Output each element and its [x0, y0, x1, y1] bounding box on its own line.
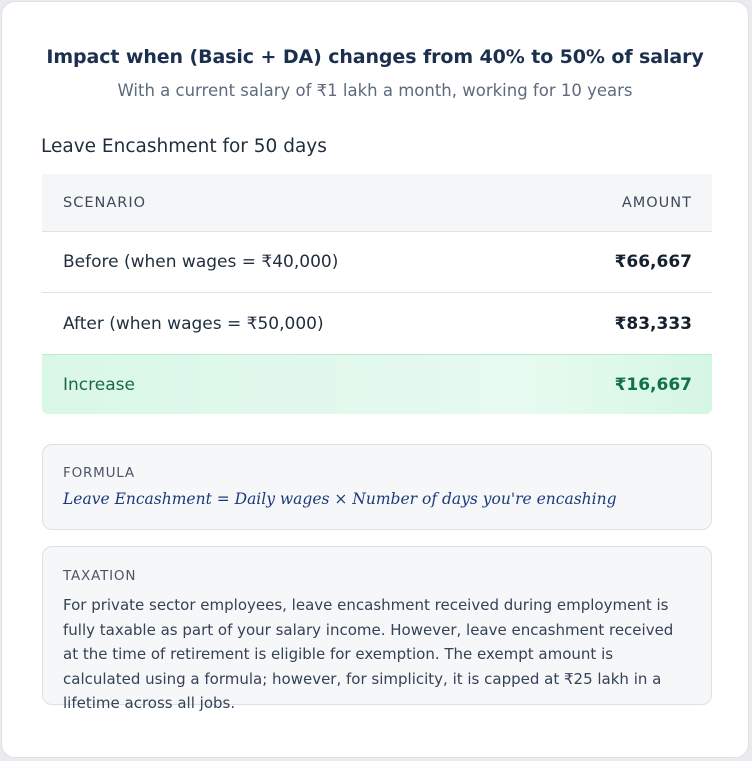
- amount-after: ₹83,333: [614, 313, 692, 334]
- increase-label: Increase: [63, 374, 135, 395]
- section-heading: Leave Encashment for 50 days: [41, 136, 327, 157]
- scenario-after: After (when wages = ₹50,000): [63, 313, 324, 334]
- scenario-before: Before (when wages = ₹40,000): [63, 252, 339, 272]
- card-subtitle: With a current salary of ₹1 lakh a month…: [117, 81, 633, 100]
- column-header-scenario: SCENARIO: [63, 194, 147, 211]
- card-title: Impact when (Basic + DA) changes from 40…: [46, 46, 704, 68]
- formula-text: Leave Encashment = Daily wages × Number …: [63, 490, 617, 508]
- increase-row: Increase ₹16,667: [42, 354, 712, 414]
- table-row: Before (when wages = ₹40,000) ₹66,667: [42, 232, 712, 293]
- taxation-text: For private sector employees, leave enca…: [63, 596, 674, 712]
- table-row: After (when wages = ₹50,000) ₹83,333: [42, 293, 712, 354]
- formula-box: FORMULA Leave Encashment = Daily wages ×…: [42, 444, 712, 530]
- amount-before: ₹66,667: [614, 252, 692, 272]
- column-header-amount: AMOUNT: [621, 194, 692, 211]
- taxation-label: TAXATION: [63, 568, 137, 584]
- taxation-box: TAXATION For private sector employees, l…: [42, 546, 712, 712]
- increase-amount-highlight: [526, 355, 712, 414]
- table-header-row: SCENARIO AMOUNT: [42, 174, 712, 232]
- formula-label: FORMULA: [63, 465, 135, 481]
- increase-amount: ₹16,667: [614, 374, 692, 395]
